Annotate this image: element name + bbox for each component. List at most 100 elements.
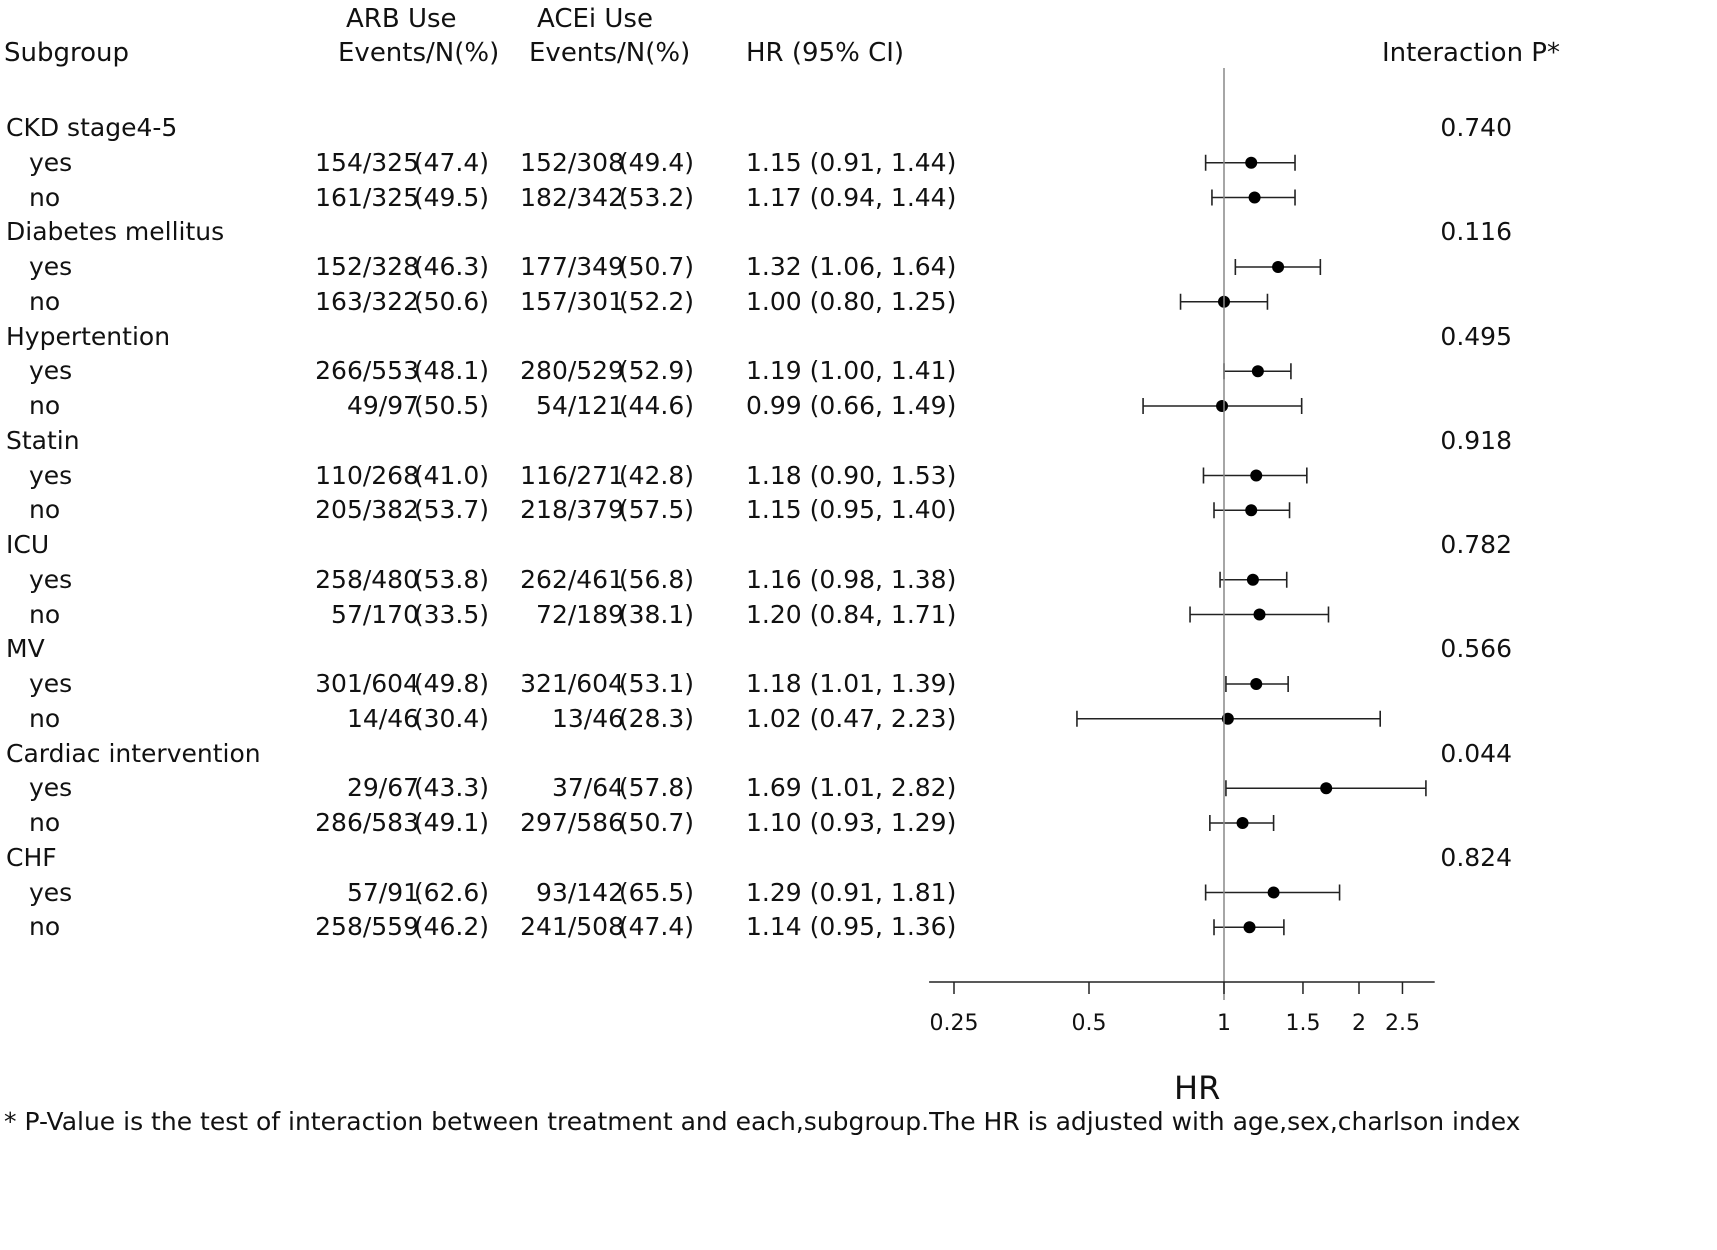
- arb-percent: (46.3): [413, 252, 489, 281]
- arb-events: 205/382: [315, 495, 419, 525]
- hr-ci-text: 1.02 (0.47, 2.23): [746, 703, 957, 733]
- x-axis-label: HR: [1174, 1069, 1221, 1107]
- hr-ci-text: 1.18 (0.90, 1.53): [746, 460, 957, 490]
- row-label: no: [29, 495, 61, 525]
- arb-events: 266/553: [315, 356, 419, 386]
- acei-percent: (53.2): [618, 182, 694, 212]
- arb-events: 161/325: [315, 182, 419, 212]
- hr-point: [1246, 573, 1259, 586]
- acei-percent: (50.7): [618, 252, 694, 281]
- acei-percent: (38.1): [618, 599, 694, 629]
- hr-point: [1221, 712, 1234, 725]
- x-tick-label: 1: [1217, 1011, 1231, 1036]
- interaction-p-value: 0.918: [1440, 425, 1512, 455]
- acei-events: 177/349: [520, 252, 624, 281]
- arb-events: 258/559: [315, 912, 419, 942]
- arb-events: 154/325: [315, 147, 419, 177]
- acei-events: 152/308: [520, 147, 624, 177]
- interaction-p-value: 0.044: [1440, 738, 1512, 768]
- arb-events: 57/170: [331, 599, 419, 629]
- hr-point: [1245, 156, 1258, 169]
- hr-ci-text: 1.20 (0.84, 1.71): [746, 599, 957, 629]
- interaction-p-value: 0.495: [1440, 321, 1512, 351]
- arb-percent: (49.5): [413, 182, 489, 212]
- interaction-p-value: 0.116: [1440, 217, 1512, 247]
- arb-events: 163/322: [315, 286, 419, 316]
- hr-point: [1216, 400, 1229, 412]
- header-arb-line2: Events/N(%): [338, 38, 500, 68]
- acei-events: 72/189: [536, 599, 624, 629]
- arb-percent: (48.1): [413, 356, 489, 386]
- row-label: no: [29, 286, 61, 316]
- hr-ci-text: 1.29 (0.91, 1.81): [746, 877, 957, 907]
- arb-events: 49/97: [346, 391, 419, 420]
- arb-events: 301/604: [315, 669, 419, 698]
- hr-ci-text: 0.99 (0.66, 1.49): [746, 391, 957, 420]
- arb-percent: (62.6): [413, 877, 489, 907]
- x-tick-label: 0.25: [930, 1011, 979, 1036]
- interaction-p-value: 0.566: [1440, 634, 1512, 664]
- acei-percent: (42.8): [618, 460, 694, 490]
- hr-ci-text: 1.17 (0.94, 1.44): [746, 182, 957, 212]
- row-label: yes: [29, 773, 73, 803]
- interaction-p-value: 0.782: [1440, 530, 1512, 559]
- arb-percent: (33.5): [413, 599, 489, 629]
- acei-percent: (52.9): [618, 356, 694, 386]
- interaction-p-value: 0.740: [1440, 113, 1512, 142]
- acei-percent: (47.4): [618, 912, 694, 942]
- arb-events: 152/328: [315, 252, 419, 281]
- hr-ci-text: 1.32 (1.06, 1.64): [746, 252, 957, 281]
- arb-events: 29/67: [346, 773, 419, 803]
- row-label: yes: [29, 460, 73, 490]
- acei-percent: (53.1): [618, 669, 694, 698]
- header-arb-line1: ARB Use: [346, 4, 457, 34]
- row-label: no: [29, 391, 61, 420]
- subgroup-label: CKD stage4-5: [6, 113, 178, 142]
- acei-percent: (56.8): [618, 564, 694, 594]
- row-label: no: [29, 703, 61, 733]
- hr-point: [1250, 678, 1263, 690]
- arb-percent: (43.3): [413, 773, 489, 803]
- arb-percent: (50.6): [413, 286, 489, 316]
- acei-events: 297/586: [520, 808, 624, 837]
- hr-ci-text: 1.10 (0.93, 1.29): [746, 808, 957, 837]
- subgroup-label: Hypertention: [6, 321, 171, 351]
- acei-events: 218/379: [520, 495, 624, 525]
- arb-percent: (50.5): [413, 391, 489, 420]
- acei-events: 37/64: [551, 773, 624, 803]
- hr-point: [1320, 782, 1333, 795]
- acei-percent: (52.2): [618, 286, 694, 316]
- acei-percent: (50.7): [618, 808, 694, 837]
- acei-events: 262/461: [520, 564, 624, 594]
- hr-point: [1236, 817, 1249, 829]
- acei-percent: (57.8): [618, 773, 694, 803]
- acei-events: 157/301: [520, 286, 624, 316]
- hr-point: [1245, 504, 1258, 517]
- arb-percent: (30.4): [413, 703, 489, 733]
- hr-point: [1248, 191, 1261, 204]
- interaction-p-value: 0.824: [1440, 842, 1512, 872]
- arb-percent: (53.7): [413, 495, 489, 525]
- arb-events: 57/91: [346, 877, 419, 907]
- header-interaction-p: Interaction P*: [1381, 38, 1560, 68]
- header-acei-line1: ACEi Use: [537, 4, 653, 34]
- header-subgroup: Subgroup: [4, 38, 129, 68]
- arb-events: 258/480: [315, 564, 419, 594]
- acei-events: 321/604: [520, 669, 624, 698]
- acei-events: 93/142: [536, 877, 624, 907]
- acei-events: 54/121: [536, 391, 624, 420]
- header-acei-line2: Events/N(%): [529, 38, 691, 68]
- hr-ci-text: 1.15 (0.91, 1.44): [746, 147, 957, 177]
- arb-percent: (47.4): [413, 147, 489, 177]
- hr-point: [1272, 261, 1285, 273]
- acei-percent: (49.4): [618, 147, 694, 177]
- row-label: yes: [29, 564, 73, 594]
- hr-ci-text: 1.15 (0.95, 1.40): [746, 495, 957, 525]
- hr-ci-text: 1.69 (1.01, 2.82): [746, 773, 957, 803]
- hr-point: [1250, 469, 1263, 482]
- acei-percent: (57.5): [618, 495, 694, 525]
- acei-events: 116/271: [520, 460, 624, 490]
- acei-events: 13/46: [551, 703, 624, 733]
- acei-events: 182/342: [520, 182, 624, 212]
- hr-point: [1251, 365, 1264, 378]
